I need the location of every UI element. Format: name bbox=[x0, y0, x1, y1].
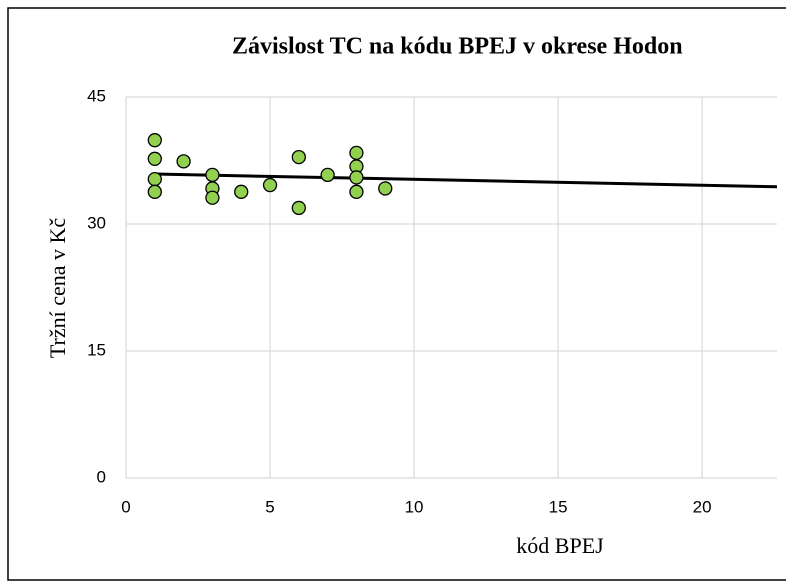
data-point bbox=[320, 167, 335, 183]
data-point bbox=[349, 184, 364, 199]
data-point bbox=[234, 184, 249, 199]
y-tick-label: 45 bbox=[87, 86, 106, 105]
x-tick-label: 5 bbox=[265, 497, 274, 516]
data-point bbox=[291, 149, 306, 165]
data-point bbox=[291, 200, 306, 216]
data-point bbox=[147, 133, 162, 148]
data-point bbox=[205, 167, 220, 183]
y-tick-label: 0 bbox=[97, 467, 106, 486]
data-point bbox=[262, 177, 278, 193]
data-point bbox=[378, 181, 393, 196]
data-point bbox=[205, 190, 220, 205]
data-point bbox=[147, 171, 162, 187]
y-axis-label: Tržní cena v Kč bbox=[45, 218, 70, 359]
chart-frame bbox=[7, 7, 786, 581]
data-point bbox=[349, 145, 364, 161]
trend-line bbox=[154, 172, 778, 189]
chart-title: Závislost TC na kódu BPEJ v okrese Hodon bbox=[232, 34, 683, 60]
y-tick-label: 15 bbox=[87, 340, 106, 359]
y-tick-label: 30 bbox=[87, 213, 106, 232]
x-tick-label: 0 bbox=[121, 497, 130, 516]
x-tick-label: 15 bbox=[549, 497, 568, 516]
data-point bbox=[147, 151, 162, 166]
data-point bbox=[147, 184, 162, 199]
x-tick-label: 10 bbox=[405, 497, 424, 516]
data-point bbox=[176, 154, 191, 169]
data-point bbox=[349, 170, 364, 185]
x-tick-label: 20 bbox=[693, 497, 712, 516]
x-axis-label: kód BPEJ bbox=[516, 533, 604, 558]
